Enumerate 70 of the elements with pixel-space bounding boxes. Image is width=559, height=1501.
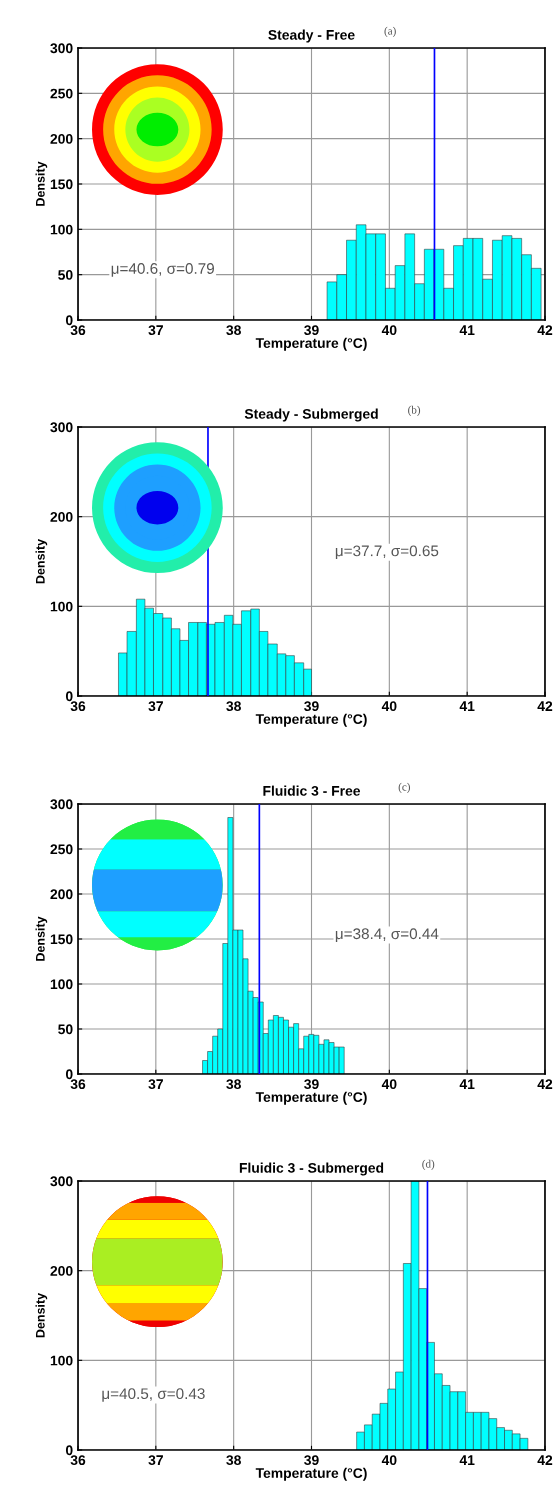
x-tick-label: 39 xyxy=(304,1455,319,1466)
x-tick-label: 40 xyxy=(381,1079,397,1090)
x-tick-label: 38 xyxy=(226,325,241,336)
y-tick-label: 100 xyxy=(50,224,73,235)
text: (a) xyxy=(384,26,396,37)
y-tick-label: 100 xyxy=(50,1355,73,1366)
x-tick-label: 36 xyxy=(70,325,86,336)
x-tick-label: 37 xyxy=(148,325,163,336)
x-tick-label: 40 xyxy=(381,325,397,336)
x-tick-label: 42 xyxy=(537,325,553,335)
text: (c) xyxy=(398,782,411,793)
x-tick-label: 36 xyxy=(70,1455,86,1466)
chart-title: Fluidic 3 - Submerged xyxy=(239,1162,384,1176)
x-tick-label: 36 xyxy=(70,701,86,712)
annotation: μ=37.7, σ=0.65 xyxy=(335,545,439,560)
x-tick-label: 39 xyxy=(304,325,319,336)
y-tick-label: 50 xyxy=(58,270,73,280)
y-tick-label: 150 xyxy=(50,934,73,945)
x-tick-label: 41 xyxy=(459,1455,475,1465)
chart-title: Steady - Free xyxy=(268,29,355,43)
y-tick-label: 0 xyxy=(65,315,73,326)
y-axis-title: Density xyxy=(35,161,48,206)
x-tick-label: 37 xyxy=(148,701,163,712)
x-axis-title: Temperature (°C) xyxy=(255,337,367,351)
chart-title: Steady - Submerged xyxy=(244,408,378,422)
x-tick-label: 41 xyxy=(459,1079,475,1089)
y-tick-label: 200 xyxy=(50,134,73,144)
y-axis-title: Density xyxy=(35,538,48,584)
y-tick-label: 250 xyxy=(50,844,73,855)
y-tick-label: 300 xyxy=(50,422,73,433)
y-tick-label: 300 xyxy=(50,799,73,810)
y-tick-label: 0 xyxy=(65,691,73,702)
y-tick-label: 50 xyxy=(58,1024,73,1035)
x-tick-label: 42 xyxy=(537,1079,553,1089)
x-tick-label: 38 xyxy=(226,1079,241,1090)
x-axis-title: Temperature (°C) xyxy=(255,1467,367,1481)
annotation: μ=40.5, σ=0.43 xyxy=(102,1388,205,1402)
y-tick-label: 200 xyxy=(50,512,73,522)
y-tick-label: 300 xyxy=(50,43,73,54)
x-tick-label: 42 xyxy=(537,1455,553,1465)
x-tick-label: 41 xyxy=(459,701,475,711)
x-tick-label: 37 xyxy=(148,1079,163,1090)
y-axis-title: Density xyxy=(35,1292,48,1338)
x-tick-label: 36 xyxy=(70,1079,86,1090)
x-tick-label: 41 xyxy=(459,325,475,335)
x-tick-label: 40 xyxy=(381,701,397,712)
y-tick-label: 250 xyxy=(50,88,73,99)
annotation: μ=38.4, σ=0.44 xyxy=(335,928,439,942)
y-tick-label: 100 xyxy=(50,979,73,990)
chart-title: Fluidic 3 - Free xyxy=(263,785,361,796)
x-axis-title: Temperature (°C) xyxy=(255,1091,367,1105)
y-tick-label: 100 xyxy=(50,601,73,612)
text: (b) xyxy=(408,405,421,416)
y-tick-label: 0 xyxy=(65,1069,73,1080)
x-tick-label: 42 xyxy=(537,701,553,711)
x-axis-title: Temperature (°C) xyxy=(255,713,367,727)
y-tick-label: 200 xyxy=(50,1266,73,1276)
x-tick-label: 39 xyxy=(304,1079,319,1090)
x-tick-label: 37 xyxy=(148,1455,163,1466)
y-tick-label: 0 xyxy=(65,1445,73,1456)
y-tick-label: 300 xyxy=(50,1176,73,1187)
y-tick-label: 200 xyxy=(50,889,73,900)
text: (d) xyxy=(422,1159,435,1170)
y-axis-title: Density xyxy=(35,916,48,961)
annotation: μ=40.6, σ=0.79 xyxy=(111,263,214,277)
x-tick-label: 38 xyxy=(226,701,241,712)
x-tick-label: 38 xyxy=(226,1455,241,1466)
x-tick-label: 40 xyxy=(381,1455,397,1466)
y-tick-label: 150 xyxy=(50,179,73,190)
x-tick-label: 39 xyxy=(304,701,319,712)
